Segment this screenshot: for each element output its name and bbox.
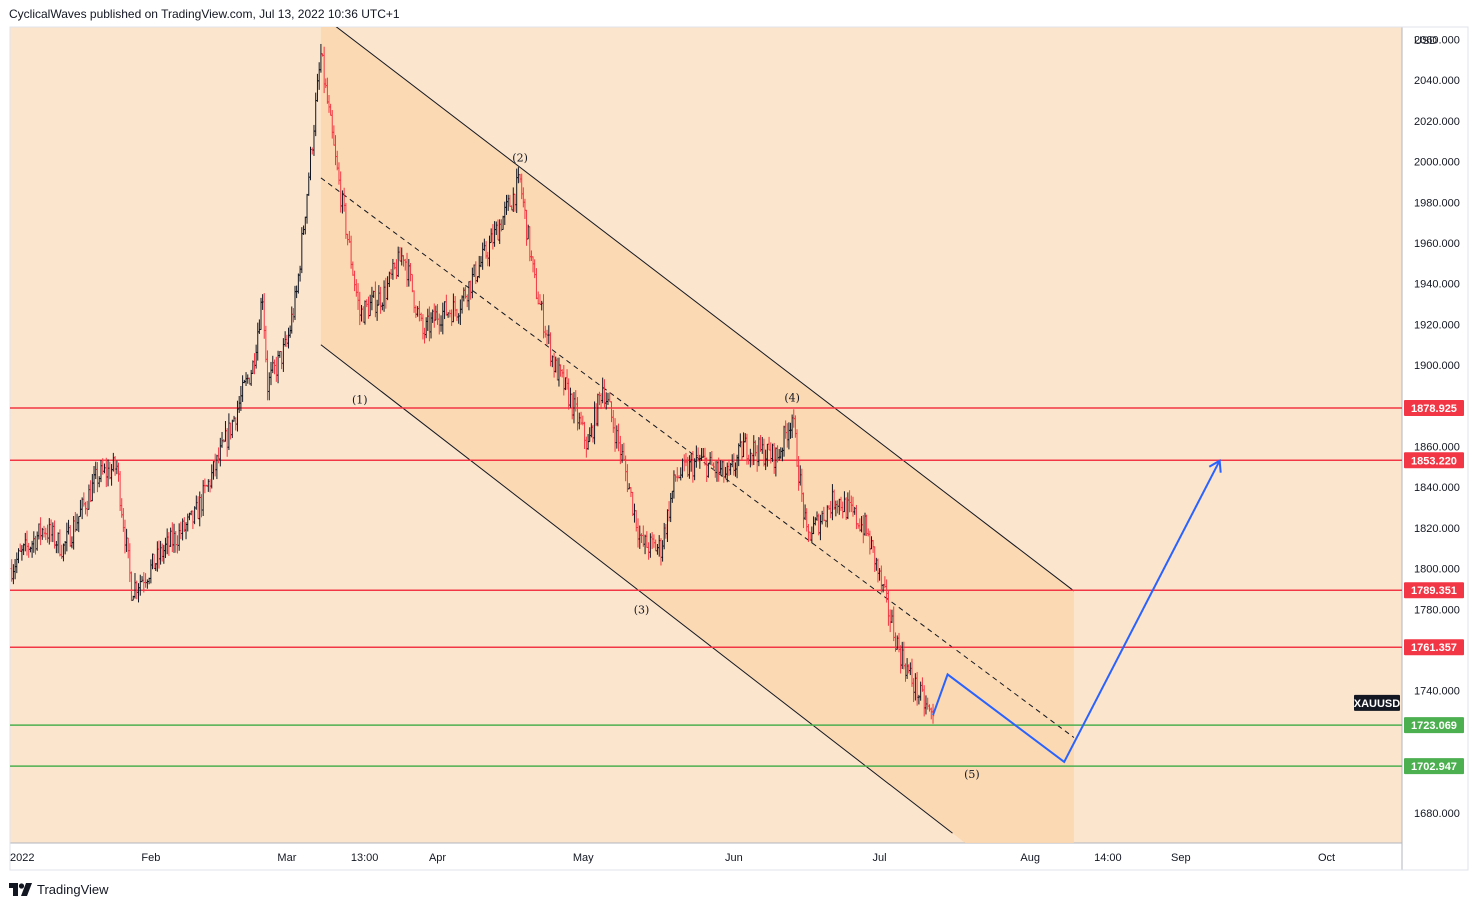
level-tag-label: 1702.947: [1411, 761, 1457, 773]
y-tick-label: 1940.000: [1414, 279, 1460, 291]
y-tick-label: 1840.000: [1414, 482, 1460, 494]
wave-label: (5): [964, 768, 980, 781]
y-tick-label: 1780.000: [1414, 604, 1460, 616]
level-tag-label: 1878.925: [1411, 403, 1457, 415]
level-tag-bg: [1404, 399, 1464, 416]
y-tick-label: 1820.000: [1414, 523, 1460, 535]
x-tick-label: Jun: [725, 852, 743, 864]
y-tick-label: 1860.000: [1414, 441, 1460, 453]
x-tick-label: Mar: [277, 852, 296, 864]
level-tag-label: 1761.357: [1411, 642, 1457, 654]
y-tick-label: 1680.000: [1414, 808, 1460, 820]
channel-upper-line: [335, 27, 1075, 592]
level-tag-bg: [1404, 758, 1464, 775]
channel-fill: [320, 27, 1074, 843]
price-bars: [10, 43, 935, 724]
level-tag-label: 1853.220: [1411, 455, 1457, 467]
level-tag-label: 1723.069: [1411, 720, 1457, 732]
time-axis-panel: [10, 843, 1402, 870]
y-tick-label: 2020.000: [1414, 116, 1460, 128]
y-tick-label: 1800.000: [1414, 564, 1460, 576]
tradingview-logo-icon: [9, 882, 32, 896]
x-tick-label: 14:00: [1094, 852, 1122, 864]
y-tick-label: 2000.000: [1414, 157, 1460, 169]
wave-label: (3): [634, 603, 650, 616]
x-tick-label: Sep: [1171, 852, 1191, 864]
y-tick-label: 1960.000: [1414, 238, 1460, 250]
x-tick-label: 2022: [10, 852, 34, 864]
x-tick-label: Feb: [141, 852, 160, 864]
channel-lower-line: [320, 344, 953, 834]
footer: TradingView: [9, 880, 109, 898]
channel-midline: [320, 177, 1075, 738]
x-tick-label: May: [573, 852, 594, 864]
currency-label: USD: [1414, 35, 1437, 47]
symbol-tag-label: XAUUSD: [1354, 698, 1401, 710]
y-tick-label: 1900.000: [1414, 360, 1460, 372]
projection-path: [932, 460, 1221, 764]
level-tag-bg: [1404, 452, 1464, 469]
y-tick-label: 1920.000: [1414, 319, 1460, 331]
wave-label: (4): [784, 392, 800, 405]
x-tick-label: 13:00: [351, 852, 379, 864]
level-tag-bg: [1404, 582, 1464, 599]
x-tick-label: Aug: [1020, 852, 1040, 864]
x-tick-label: Apr: [429, 852, 446, 864]
publisher-header: CyclicalWaves published on TradingView.c…: [9, 7, 400, 21]
projection-arrowhead: [1208, 459, 1222, 473]
level-tag-label: 1789.351: [1411, 585, 1457, 597]
level-tag-bg: [1404, 717, 1464, 734]
x-tick-label: Oct: [1318, 852, 1335, 864]
y-tick-label: 2060.000: [1414, 34, 1460, 46]
brand-name: TradingView: [37, 881, 109, 897]
y-tick-label: 2040.000: [1414, 75, 1460, 87]
y-tick-label: 1980.000: [1414, 197, 1460, 209]
chart-plot-area: (1) (2) (3) (4) (5): [10, 27, 1402, 843]
level-tag-bg: [1404, 639, 1464, 656]
x-tick-label: Jul: [873, 852, 887, 864]
wave-label: (1): [352, 394, 368, 407]
symbol-tag-bg: [1354, 694, 1400, 711]
y-tick-label: 1740.000: [1414, 686, 1460, 698]
chart-frame: [9, 26, 1469, 871]
wave-label: (2): [512, 152, 528, 165]
